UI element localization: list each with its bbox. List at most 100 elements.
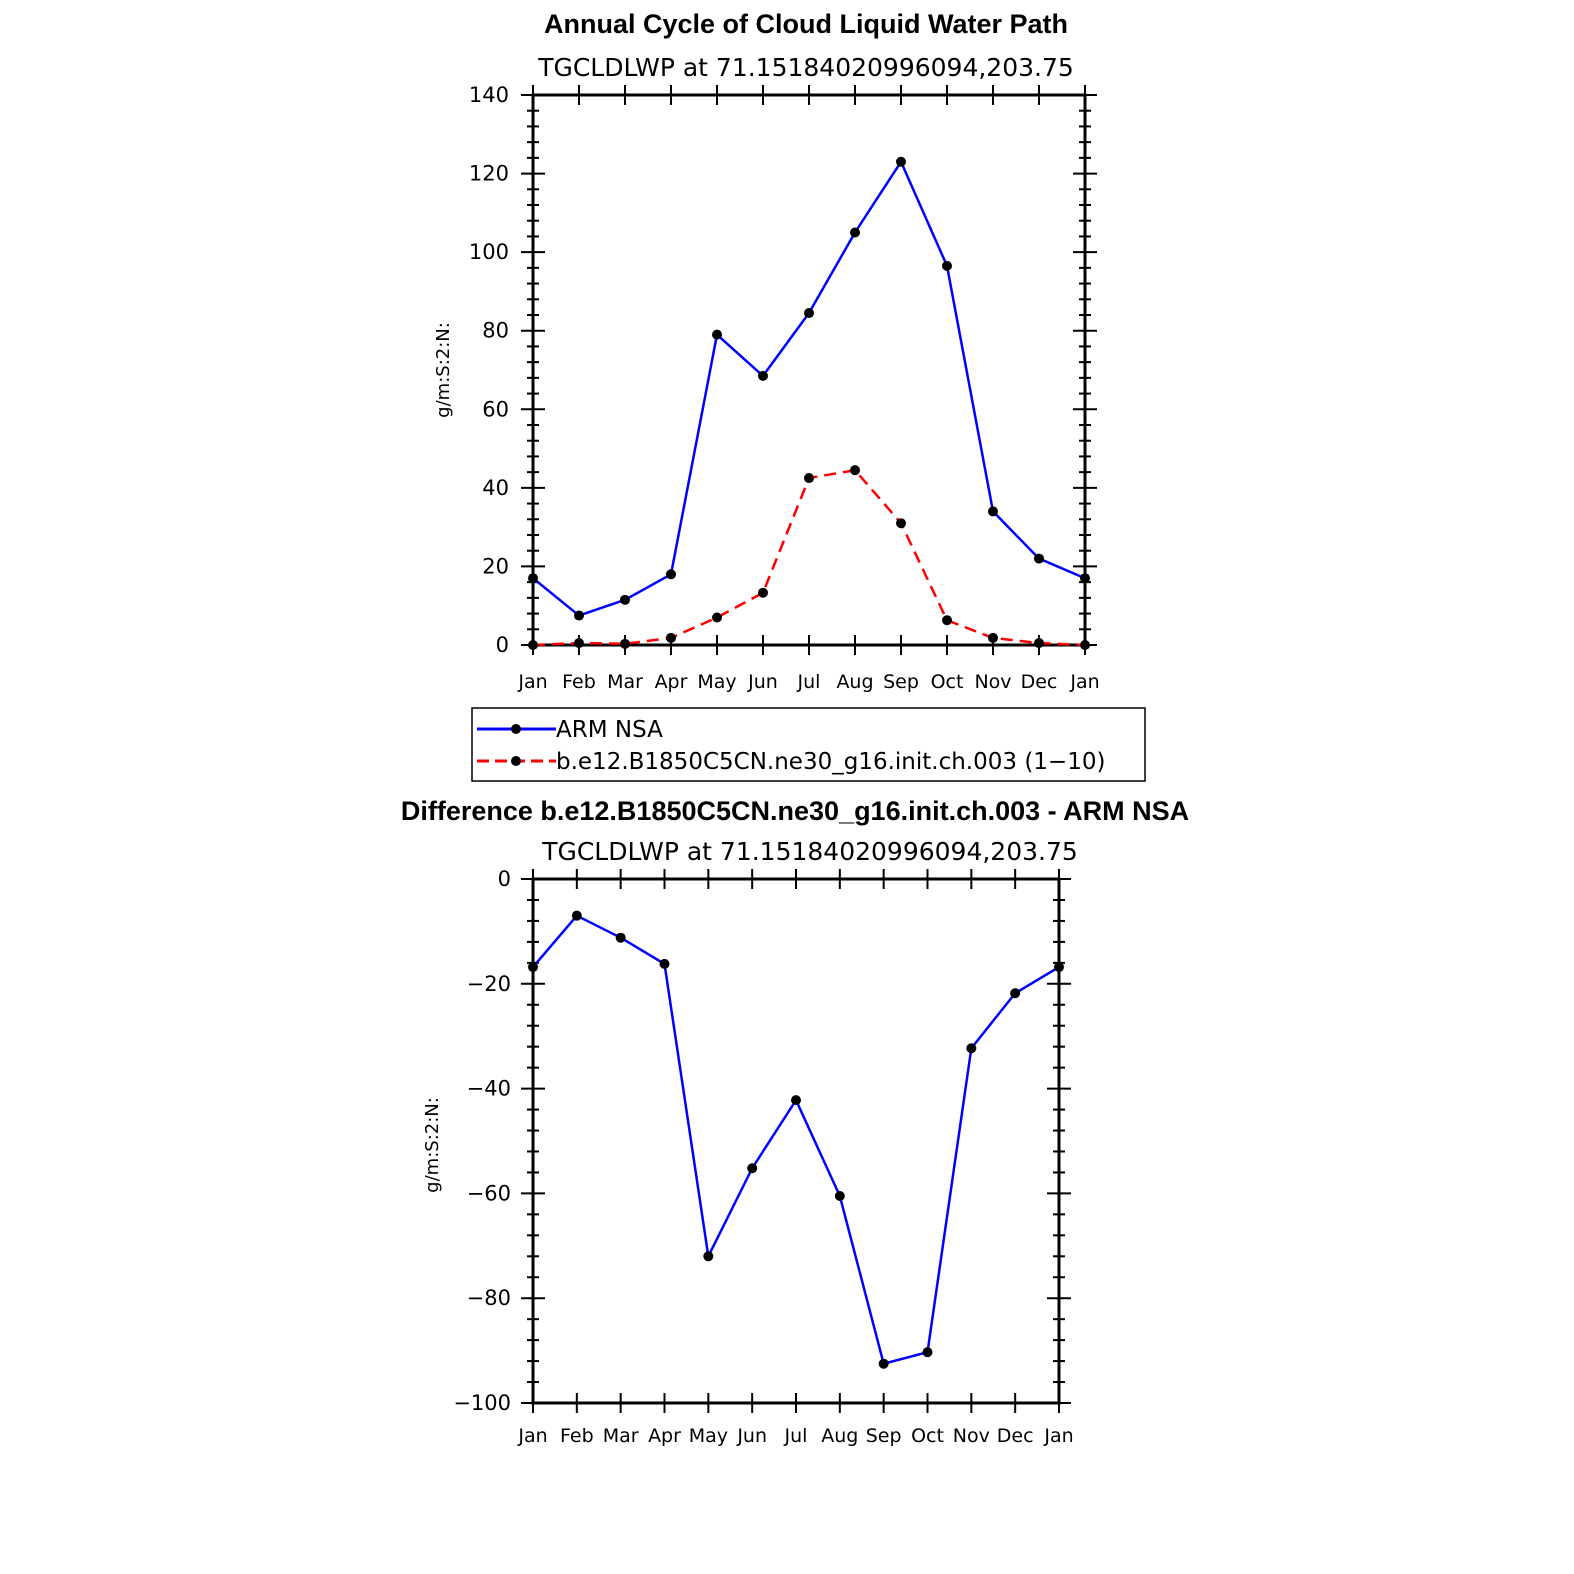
- legend-label-arm-nsa: ARM NSA: [556, 717, 663, 743]
- annual-cycle-plot-frame: [531, 93, 1087, 647]
- data-point: [1010, 988, 1021, 999]
- data-point: [922, 1347, 933, 1358]
- data-point: [988, 632, 998, 643]
- annual-cycle-panel: Annual Cycle of Cloud Liquid Water Path …: [433, 9, 1146, 782]
- difference-subtitle: TGCLDLWP at 71.15184020996094,203.75: [541, 837, 1078, 866]
- y-tick-label: −40: [467, 1077, 511, 1101]
- data-point: [1054, 962, 1064, 973]
- x-tick-label: Dec: [997, 1425, 1034, 1447]
- data-point: [659, 958, 670, 969]
- data-point: [712, 329, 722, 340]
- data-point: [988, 506, 998, 517]
- data-point: [666, 632, 676, 643]
- x-tick-label: Feb: [560, 1425, 594, 1447]
- data-point: [666, 569, 676, 580]
- data-point: [850, 465, 860, 476]
- data-point: [878, 1358, 889, 1369]
- x-tick-label: Jan: [517, 671, 547, 693]
- data-point: [896, 518, 906, 529]
- legend-marker-arm-nsa: [511, 724, 521, 734]
- x-tick-label: Sep: [883, 671, 919, 693]
- annual-cycle-subtitle: TGCLDLWP at 71.15184020996094,203.75: [537, 53, 1074, 82]
- annual-cycle-x-tick-labels: Jan Feb Mar Apr May Jun Jul Aug Sep Oct Nov Dec Jan: [517, 671, 1099, 693]
- series-line-1: [532, 468, 1086, 647]
- annual-cycle-title: Annual Cycle of Cloud Liquid Water Path: [544, 9, 1068, 39]
- annual-cycle-series: [528, 156, 1090, 650]
- data-point: [1034, 553, 1044, 564]
- data-point: [966, 1043, 977, 1054]
- data-point: [804, 473, 814, 484]
- difference-x-tick-labels: Jan Feb Mar Apr May Jun Jul Aug Sep Oct Nov Dec Jan: [517, 1425, 1073, 1447]
- data-point: [1080, 640, 1090, 650]
- y-tick-label: 140: [469, 83, 509, 107]
- y-tick-label: 20: [482, 554, 509, 578]
- x-tick-label: Feb: [562, 671, 596, 693]
- data-point: [896, 156, 906, 167]
- annual-cycle-ticks: [521, 85, 1097, 655]
- y-tick-label: 0: [496, 633, 509, 657]
- data-point: [712, 612, 722, 623]
- data-point: [758, 587, 768, 598]
- x-tick-label: Jul: [797, 671, 821, 693]
- y-tick-label: −60: [467, 1181, 511, 1205]
- series-line-0: [532, 160, 1086, 617]
- data-point: [620, 638, 630, 649]
- data-point: [571, 910, 582, 921]
- difference-y-tick-labels: 0 −20 −40 −60 −80 −100: [453, 867, 511, 1415]
- difference-series: [528, 910, 1064, 1369]
- data-point: [747, 1163, 758, 1174]
- legend-box: [471, 707, 1146, 782]
- data-point: [1034, 638, 1044, 649]
- x-tick-label: Jun: [736, 1425, 767, 1447]
- x-tick-label: May: [689, 1425, 728, 1447]
- data-point: [574, 638, 584, 649]
- data-point: [758, 370, 768, 381]
- data-point: [620, 594, 630, 605]
- annual-cycle-ylabel: g/m:S:2:N:: [433, 322, 454, 418]
- legend-label-model: b.e12.B1850C5CN.ne30_g16.init.ch.003 (1−…: [556, 749, 1105, 775]
- data-point: [528, 962, 538, 973]
- x-tick-label: Apr: [648, 1425, 681, 1447]
- x-tick-label: May: [697, 671, 736, 693]
- x-tick-label: Sep: [866, 1425, 902, 1447]
- x-tick-label: Nov: [974, 671, 1011, 693]
- data-point: [942, 615, 952, 626]
- y-tick-label: 60: [482, 397, 509, 421]
- data-point: [703, 1251, 714, 1262]
- x-tick-label: Aug: [821, 1425, 858, 1447]
- x-tick-label: Dec: [1021, 671, 1058, 693]
- y-tick-label: 40: [482, 476, 509, 500]
- difference-panel: Difference b.e12.B1850C5CN.ne30_g16.init…: [401, 796, 1189, 1447]
- annual-cycle-y-tick-labels: 0 20 40 60 80 100 120 140: [469, 83, 509, 657]
- y-tick-label: 0: [498, 867, 511, 891]
- data-point: [1080, 573, 1090, 584]
- y-tick-label: −100: [453, 1391, 511, 1415]
- x-tick-label: Jun: [747, 671, 778, 693]
- series-line-0: [532, 914, 1060, 1365]
- difference-title: Difference b.e12.B1850C5CN.ne30_g16.init…: [401, 796, 1189, 826]
- data-point: [574, 610, 584, 621]
- data-point: [528, 640, 538, 650]
- y-tick-label: 120: [469, 162, 509, 186]
- legend: ARM NSA b.e12.B1850C5CN.ne30_g16.init.ch…: [471, 707, 1146, 782]
- data-point: [615, 932, 626, 943]
- x-tick-label: Mar: [603, 1425, 639, 1447]
- x-tick-label: Nov: [953, 1425, 990, 1447]
- data-point: [804, 308, 814, 319]
- x-tick-label: Jan: [1043, 1425, 1073, 1447]
- difference-plot-frame: [531, 877, 1061, 1405]
- x-tick-label: Oct: [911, 1425, 944, 1447]
- x-tick-label: Jul: [784, 1425, 808, 1447]
- x-tick-label: Apr: [655, 671, 688, 693]
- data-point: [834, 1191, 845, 1202]
- x-tick-label: Jan: [1069, 671, 1099, 693]
- data-point: [528, 573, 538, 584]
- data-point: [791, 1095, 801, 1106]
- difference-ticks: [521, 869, 1071, 1413]
- data-point: [850, 227, 860, 238]
- y-tick-label: 100: [469, 240, 509, 264]
- data-point: [942, 260, 952, 271]
- difference-ylabel: g/m:S:2:N:: [422, 1097, 443, 1193]
- x-tick-label: Oct: [931, 671, 964, 693]
